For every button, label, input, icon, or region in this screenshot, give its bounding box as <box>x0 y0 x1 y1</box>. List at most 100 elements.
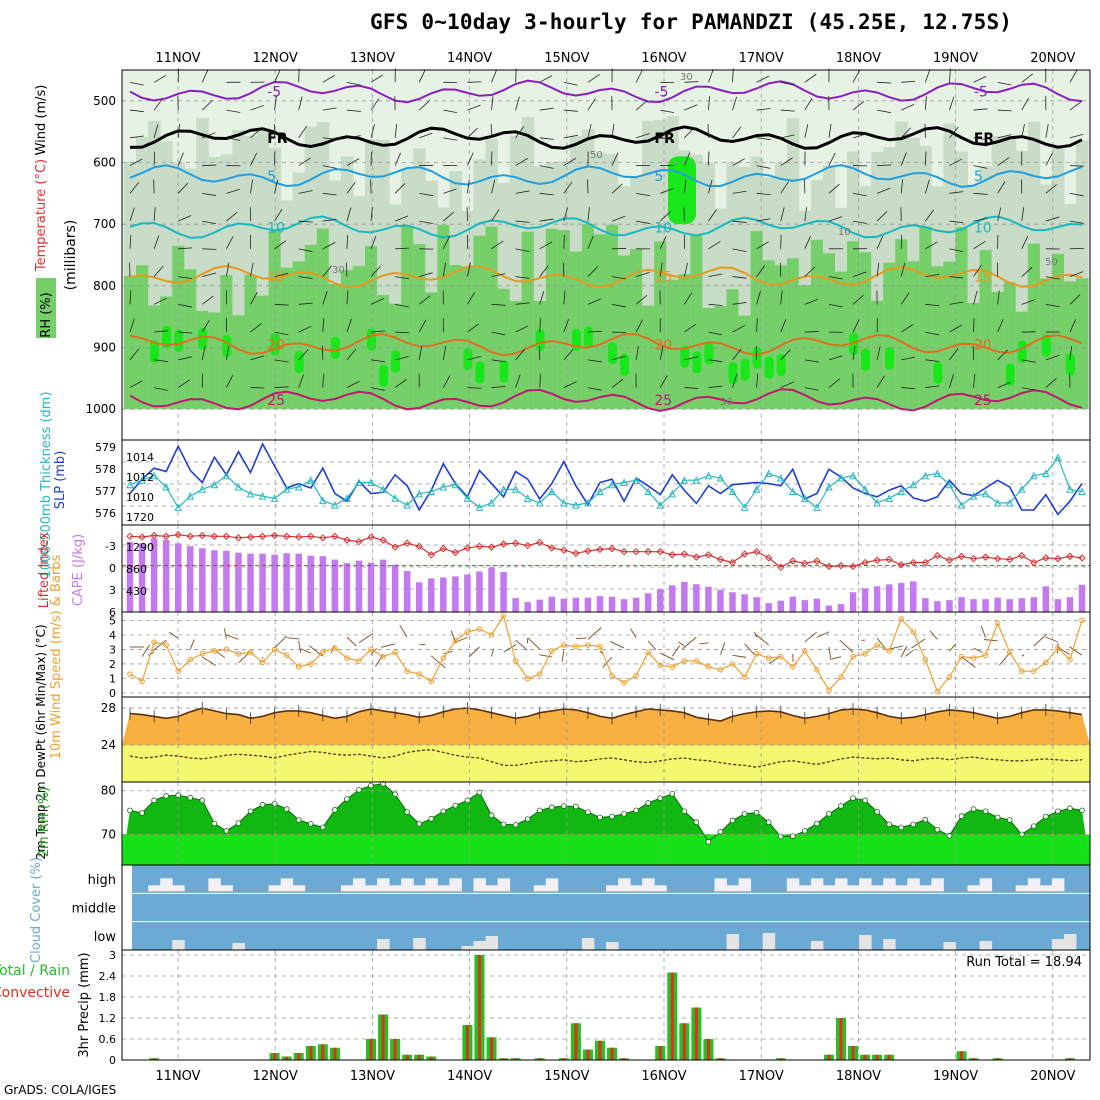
point-wind-speed <box>681 658 688 664</box>
wind-barb <box>419 192 434 197</box>
wind-barb <box>997 381 1011 388</box>
bar-cape <box>259 553 266 612</box>
bar-cape <box>331 559 339 612</box>
x-tick-label-bottom: 13NOV <box>350 1069 395 1084</box>
point-thickness <box>186 491 195 500</box>
wind-barb <box>708 303 723 306</box>
wind-barb <box>900 292 910 305</box>
point-thickness <box>451 480 460 489</box>
wind-barb <box>630 628 637 638</box>
wind-barb <box>298 190 313 194</box>
point-lifted-index <box>957 552 966 561</box>
wind-barb <box>636 271 650 277</box>
point-lifted-index <box>198 531 207 540</box>
bar-cape <box>705 586 712 612</box>
point-wind-speed <box>609 672 615 679</box>
point-thickness <box>258 491 267 500</box>
wind-barb <box>515 190 530 194</box>
wind-barb <box>418 345 423 360</box>
point-lifted-index <box>210 532 219 540</box>
wind-barb <box>322 290 328 305</box>
isotherm-label: 25 <box>974 393 992 409</box>
wind-barb <box>1069 192 1084 197</box>
wind-barb <box>804 207 807 222</box>
isotherm-label: 25 <box>654 393 672 409</box>
wind-barb <box>177 182 189 194</box>
y-tick-label: 700 <box>93 217 116 231</box>
bar-cape <box>837 604 845 612</box>
bar-cape <box>126 541 134 612</box>
wind-barb <box>226 345 230 360</box>
wind-barb <box>563 234 565 249</box>
y-tick-label: 1.2 <box>99 1012 117 1025</box>
point-wind-speed <box>223 646 230 653</box>
rh-band-bright <box>861 348 871 371</box>
wind-barb <box>419 272 433 277</box>
bar-precip-convective <box>658 1046 662 1060</box>
wind-barb <box>178 356 192 361</box>
point-thickness <box>945 480 954 489</box>
wind-barb <box>539 654 552 658</box>
point-rh <box>633 807 639 814</box>
cloud-gap-high <box>859 878 872 892</box>
point-thickness <box>1042 469 1050 477</box>
rh-band-dark <box>1027 243 1041 410</box>
wind-barb <box>346 181 356 194</box>
point-thickness <box>897 487 906 496</box>
wind-barb <box>153 98 163 111</box>
point-rh <box>1030 823 1037 829</box>
point-rh <box>573 803 579 810</box>
wind-barb <box>1021 266 1033 277</box>
y-tick-label: 80 <box>101 784 116 798</box>
point-lifted-index <box>499 540 508 548</box>
wind-barb <box>636 192 650 197</box>
wind-barb <box>129 158 143 166</box>
wind-barb <box>129 290 132 305</box>
wind-barb <box>298 302 313 305</box>
rh-band-bright <box>294 351 304 374</box>
cloud-low-patch <box>979 941 993 950</box>
point-lifted-index <box>258 532 267 540</box>
point-lifted-index <box>150 531 158 540</box>
wind-barb <box>756 318 758 333</box>
cloud-low-patch <box>883 939 896 950</box>
rh-contour-label: 30 <box>720 397 733 408</box>
wind-barb <box>949 248 964 253</box>
point-thickness <box>1005 498 1014 507</box>
point-lifted-index <box>439 544 448 553</box>
wind-barb <box>732 325 746 333</box>
point-lifted-index <box>764 554 773 562</box>
point-rh <box>705 839 712 845</box>
rh-band-dark <box>1063 281 1077 410</box>
rh-contour-label: 10 <box>838 227 851 238</box>
wind-barb <box>322 219 337 222</box>
cloud-low-patch <box>473 941 486 950</box>
wind-barb <box>659 211 671 222</box>
rh-band-dark <box>437 224 450 410</box>
x-tick-label-bottom: 12NOV <box>253 1069 298 1084</box>
wind-barb <box>1069 319 1077 333</box>
wind-barb <box>322 165 337 169</box>
wind-barb <box>129 182 140 194</box>
wind-barb <box>708 385 723 388</box>
cloud-gap-high <box>919 885 932 892</box>
point-wind-speed <box>874 642 880 648</box>
bar-cape <box>765 603 772 612</box>
wind-barb <box>876 375 885 388</box>
point-wind-speed <box>1067 656 1073 663</box>
point-wind-speed <box>585 642 591 648</box>
wind-barb <box>442 345 447 360</box>
bar-precip-convective <box>502 1058 506 1060</box>
rh-band-bright <box>150 340 160 363</box>
y-tick-label: 0 <box>109 687 116 700</box>
wind-barb <box>973 647 983 653</box>
wind-barb <box>671 645 681 657</box>
point-thickness <box>668 489 677 498</box>
wind-barb <box>949 301 964 305</box>
point-thickness <box>680 476 689 484</box>
wind-barb <box>202 220 217 225</box>
point-wind-speed <box>320 649 326 656</box>
point-rh <box>211 820 218 827</box>
wind-barb <box>515 248 530 252</box>
cloud-low-patch <box>943 942 956 950</box>
